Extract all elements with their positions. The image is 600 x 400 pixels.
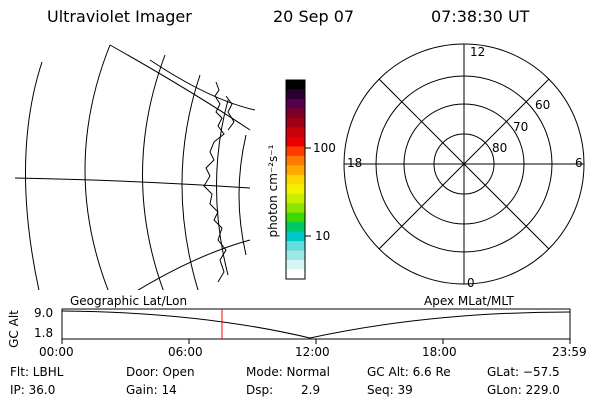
lat-label-80: 80: [492, 141, 508, 155]
colorbar-cell: [286, 146, 305, 157]
gc-alt-info: GC Alt: 6.6 Re: [367, 365, 451, 379]
dsp-value: 2.9: [301, 383, 321, 397]
colorbar-cell: [286, 260, 305, 271]
mode-info: Mode: Normal: [246, 365, 330, 379]
glon-info: GLon: 229.0: [487, 383, 560, 397]
colorbar-tick-label-100: 100: [313, 141, 336, 155]
mlt-label-6: 6: [575, 156, 583, 170]
lat-label-60: 60: [535, 98, 551, 112]
ip-info: IP: 36.0: [10, 383, 56, 397]
timeline-y-tick-9: 9.0: [34, 306, 54, 320]
date-label: 20 Sep 07: [273, 7, 355, 26]
colorbar-cell: [286, 241, 305, 252]
timeline-left-caption: Geographic Lat/Lon: [70, 294, 188, 308]
colorbar-cell: [286, 136, 305, 147]
latitude-arc: [142, 54, 166, 290]
colorbar-cell: [286, 184, 305, 195]
mlt-label-18: 18: [347, 156, 363, 170]
latitude-arc: [84, 44, 111, 290]
mlt-label-0: 0: [467, 276, 475, 290]
polar-diagonal: [378, 78, 550, 250]
colorbar-cell: [286, 222, 305, 233]
timeline-right-caption: Apex MLat/MLT: [424, 294, 514, 308]
colorbar-frame: [285, 79, 306, 280]
colorbar-cell: [286, 212, 305, 223]
longitude-line: [109, 44, 251, 131]
latitude-arc: [181, 74, 201, 290]
colorbar-cell: [286, 231, 305, 242]
gain-info: Gain: 14: [126, 383, 177, 397]
glat-info: GLat: −57.5: [487, 365, 560, 379]
dsp-label: Dsp:: [246, 383, 274, 397]
timeline-x-tick-label: 12:00: [295, 345, 330, 359]
colorbar-cell: [286, 117, 305, 128]
altitude-curve: [61, 310, 571, 339]
time-label: 07:38:30 UT: [431, 7, 530, 26]
longitude-line: [137, 239, 251, 290]
lat-label-70: 70: [513, 120, 529, 134]
colorbar-cell: [286, 127, 305, 138]
timeline-x-tick-label: 18:00: [422, 345, 457, 359]
colorbar-cell: [286, 269, 305, 280]
colorbar-cells: [286, 80, 305, 280]
timeline-x-tick-label: 23:59: [552, 345, 587, 359]
latitude-arc: [25, 61, 43, 290]
colorbar-cell: [286, 193, 305, 204]
colorbar-cell: [286, 89, 305, 100]
colorbar-cell: [286, 80, 305, 90]
colorbar-cell: [286, 155, 305, 166]
timeline-y-tick-1-8: 1.8: [34, 326, 54, 340]
coastline: [203, 81, 227, 283]
door-info: Door: Open: [126, 365, 195, 379]
colorbar-cell: [286, 108, 305, 119]
instrument-title: Ultraviolet Imager: [47, 7, 192, 26]
longitude-line: [149, 59, 255, 111]
timeline-x-tick-label: 06:00: [168, 345, 203, 359]
filter-info: Flt: LBHL: [10, 365, 64, 379]
colorbar-cell: [286, 165, 305, 176]
colorbar-cell: [286, 250, 305, 261]
coastline: [225, 95, 235, 131]
colorbar-cell: [286, 203, 305, 214]
colorbar-cell: [286, 98, 305, 109]
mlt-label-12: 12: [470, 45, 486, 59]
colorbar-tick-label-10: 10: [315, 229, 331, 243]
timeline-x-tick-label: 00:00: [39, 345, 74, 359]
colorbar-cell: [286, 174, 305, 185]
seq-info: Seq: 39: [367, 383, 413, 397]
longitude-line: [14, 177, 251, 189]
